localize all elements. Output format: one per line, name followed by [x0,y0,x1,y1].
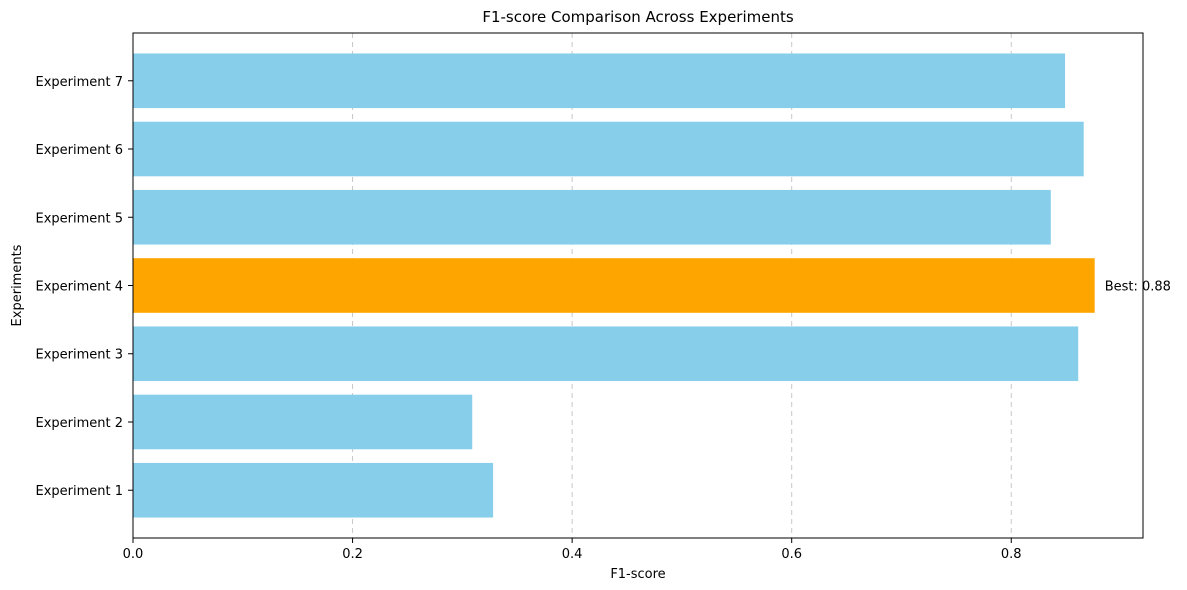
y-tick-label: Experiment 5 [35,211,123,226]
y-tick-label: Experiment 2 [35,416,123,431]
y-tick-label: Experiment 6 [35,143,123,158]
y-ticks: Experiment 1 Experiment 2 Experiment 3 Expe… [35,75,133,499]
y-tick-label: Experiment 1 [35,484,123,499]
x-ticks: 0.0 0.2 0.4 0.6 0.8 [123,538,1022,562]
x-tick-label: 0.8 [1001,547,1022,562]
y-axis-label: Experiments [10,244,25,326]
x-axis-label: F1-score [610,567,665,582]
bar-experiment-2 [133,394,473,450]
y-tick-label: Experiment 3 [35,348,123,363]
bar-experiment-7 [133,53,1066,109]
best-annotation: Best: 0.88 [1105,280,1171,295]
bar-experiment-3 [133,326,1079,382]
y-tick-label: Experiment 7 [35,75,123,90]
bar-experiment-1 [133,462,494,518]
bar-experiment-4 [133,258,1095,313]
x-tick-label: 0.4 [562,547,583,562]
bar-experiment-5 [133,189,1051,245]
y-tick-label: Experiment 4 [35,280,123,295]
x-tick-label: 0.2 [342,547,363,562]
bars-group [133,53,1095,518]
chart-title: F1-score Comparison Across Experiments [482,8,794,26]
bar-experiment-6 [133,121,1084,177]
x-tick-label: 0.6 [781,547,802,562]
x-tick-label: 0.0 [123,547,144,562]
